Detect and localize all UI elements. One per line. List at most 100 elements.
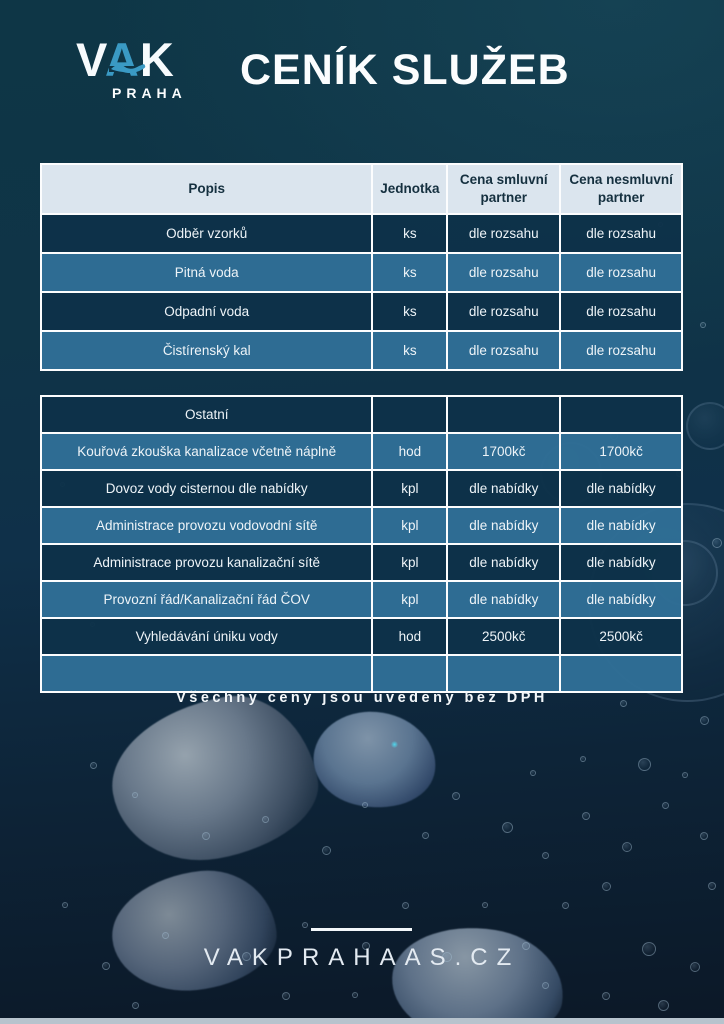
bubble [690, 962, 700, 972]
table-row: Čistírenský kal ks dle rozsahu dle rozsahu [39, 330, 683, 371]
bubble [442, 952, 452, 962]
page-bottom-edge [0, 1018, 724, 1024]
bubble [322, 846, 331, 855]
table-cell: kpl [371, 469, 449, 508]
table-cell: dle nabídky [559, 580, 683, 619]
table-cell: ks [371, 252, 449, 293]
bubble [700, 322, 706, 328]
table-cell: dle nabídky [559, 506, 683, 545]
page-title: CENÍK SLUŽEB [240, 46, 570, 94]
table-row: Dovoz vody cisternou dle nabídky kpl dle n… [39, 469, 683, 508]
table-cell: Dovoz vody cisternou dle nabídky [39, 469, 374, 508]
table-row [39, 654, 683, 693]
table-header-row: Popis Jednotka Cena smluvní partner Cena ne… [39, 163, 683, 215]
table-cell: dle nabídky [559, 469, 683, 508]
table-row: Kouřová zkouška kanalizace včetně náplně… [39, 432, 683, 471]
table-cell: dle rozsahu [559, 252, 683, 293]
table-cell: 1700kč [559, 432, 683, 471]
bubble [452, 792, 460, 800]
table-cell: ks [371, 291, 449, 332]
table-cell: dle rozsahu [446, 213, 562, 254]
table-row: Vyhledávání úniku vody hod 2500kč 2500kč [39, 617, 683, 656]
bubble [580, 756, 586, 762]
bubble [132, 792, 138, 798]
bubble [242, 952, 251, 961]
table-cell [559, 654, 683, 693]
table-cell: dle nabídky [446, 469, 562, 508]
bubble [582, 812, 590, 820]
table-cell: ks [371, 213, 449, 254]
table-cell: dle rozsahu [559, 291, 683, 332]
table-cell: Administrace provozu kanalizační sítě [39, 543, 374, 582]
column-header: Cena nesmluvní partner [559, 163, 683, 215]
table-row: Pitná voda ks dle rozsahu dle rozsahu [39, 252, 683, 293]
bubble [662, 802, 669, 809]
bubble [602, 882, 611, 891]
water-droplet [99, 683, 329, 875]
table-row: Provozní řád/Kanalizační řád ČOV kpl dle n… [39, 580, 683, 619]
logo-letter-a: A [104, 33, 140, 86]
table-cell: Provozní řád/Kanalizační řád ČOV [39, 580, 374, 619]
table-row: Administrace provozu vodovodní sítě kpl dl… [39, 506, 683, 545]
bubble [522, 942, 530, 950]
table-cell: 2500kč [559, 617, 683, 656]
cyan-highlight [391, 741, 398, 748]
logo-letter-k: K [139, 33, 175, 86]
table-row: Ostatní [39, 395, 683, 434]
bubble [352, 992, 358, 998]
table-cell: dle nabídky [446, 580, 562, 619]
bubble [712, 538, 722, 548]
bubble [542, 852, 549, 859]
bubble [620, 700, 627, 707]
bubble [202, 832, 210, 840]
table-cell: Čistírenský kal [39, 330, 374, 371]
bubble [638, 758, 651, 771]
bubble [102, 962, 110, 970]
table-cell: kpl [371, 543, 449, 582]
table-cell [371, 654, 449, 693]
bubble [132, 1002, 139, 1009]
bubble [362, 802, 368, 808]
bubble [162, 932, 169, 939]
table-cell: ks [371, 330, 449, 371]
services-table-other: Ostatní Kouřová zkouška kanalizace včetně… [39, 395, 683, 693]
table-cell [371, 395, 449, 434]
table-cell: Administrace provozu vodovodní sítě [39, 506, 374, 545]
bubble [62, 902, 68, 908]
bubble [422, 832, 429, 839]
table-cell: dle rozsahu [446, 291, 562, 332]
vat-note: Všechny ceny jsou uvedeny bez DPH [176, 690, 548, 706]
bubble [402, 902, 409, 909]
table-cell: Kouřová zkouška kanalizace včetně náplně [39, 432, 374, 471]
table-row: Odběr vzorků ks dle rozsahu dle rozsahu [39, 213, 683, 254]
logo-subtitle: PRAHA [112, 85, 187, 101]
website-url: VAKPRAHAAS.CZ [203, 944, 521, 971]
bubble [562, 902, 569, 909]
column-header: Cena smluvní partner [446, 163, 562, 215]
table-cell: kpl [371, 506, 449, 545]
bubble [502, 822, 513, 833]
table-cell: Pitná voda [39, 252, 374, 293]
bubble [708, 882, 716, 890]
logo-wordmark: VAK [76, 36, 208, 83]
footer-divider [311, 928, 412, 931]
table-row: Odpadní voda ks dle rozsahu dle rozsahu [39, 291, 683, 332]
table-cell: dle nabídky [559, 543, 683, 582]
water-droplet [106, 863, 282, 999]
water-wave-icon [109, 64, 146, 73]
bubble [262, 816, 269, 823]
table-cell [446, 395, 562, 434]
table-row: Administrace provozu kanalizační sítě kpl… [39, 543, 683, 582]
table-cell: 2500kč [446, 617, 562, 656]
bubble [302, 922, 308, 928]
bubble [362, 942, 370, 950]
column-header: Jednotka [371, 163, 449, 215]
table-cell: dle rozsahu [446, 330, 562, 371]
bubble [658, 1000, 669, 1011]
bubble [542, 982, 549, 989]
bubble [282, 992, 290, 1000]
services-table-samples: Popis Jednotka Cena smluvní partner Cena ne… [39, 163, 683, 371]
bubble [700, 716, 709, 725]
column-header: Popis [39, 163, 374, 215]
